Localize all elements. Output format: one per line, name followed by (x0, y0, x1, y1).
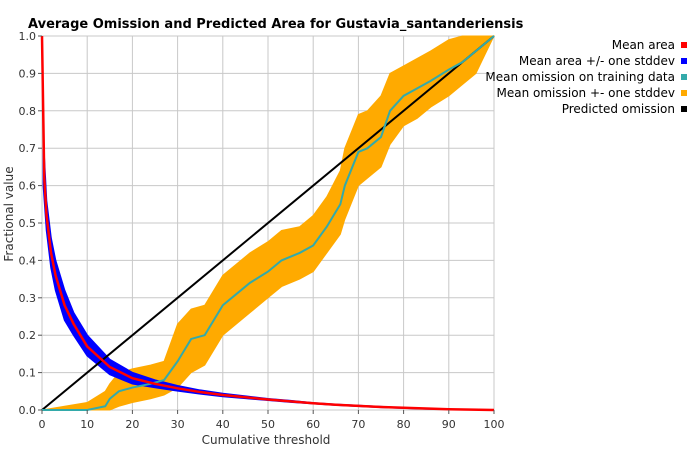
legend-swatch (681, 58, 687, 64)
y-tick-label: 0.6 (19, 180, 37, 193)
y-tick-label: 0.3 (19, 292, 37, 305)
predicted-omission-line (41, 35, 495, 411)
x-tick-label: 10 (80, 418, 94, 431)
legend-swatch (681, 106, 687, 112)
y-tick-label: 0.5 (19, 217, 37, 230)
legend-swatch (681, 42, 687, 48)
y-tick-label: 0.0 (19, 404, 37, 417)
x-tick-label: 60 (306, 418, 320, 431)
y-axis-label: Fractional value (2, 166, 16, 261)
plot-area (40, 35, 495, 412)
legend-label: Mean area (612, 38, 675, 52)
y-tick-label: 0.9 (19, 67, 37, 80)
axis-ticks: 0 10 20 30 40 50 60 70 80 90 100 0.0 0.1 0.2 0.3 0.4 0.5… (19, 30, 505, 431)
y-tick-label: 0.2 (19, 329, 37, 342)
x-tick-label: 0 (39, 418, 46, 431)
y-tick-label: 0.1 (19, 367, 37, 380)
x-tick-label: 90 (442, 418, 456, 431)
y-tick-label: 1.0 (19, 30, 37, 43)
legend-label: Mean omission on training data (485, 70, 675, 84)
chart-title: Average Omission and Predicted Area for … (28, 17, 524, 32)
y-tick-label: 0.8 (19, 105, 37, 118)
legend-swatch (681, 74, 687, 80)
x-tick-label: 80 (397, 418, 411, 431)
x-tick-label: 40 (216, 418, 230, 431)
x-tick-label: 70 (351, 418, 365, 431)
x-axis-label: Cumulative threshold (202, 433, 331, 447)
legend-swatch (681, 90, 687, 96)
y-tick-label: 0.4 (19, 254, 37, 267)
legend-label: Predicted omission (562, 102, 675, 116)
x-tick-label: 30 (171, 418, 185, 431)
x-tick-label: 50 (261, 418, 275, 431)
y-tick-label: 0.7 (19, 142, 37, 155)
mean-area-line (40, 35, 495, 412)
x-tick-label: 20 (125, 418, 139, 431)
legend-label: Mean area +/- one stddev (519, 54, 675, 68)
legend-label: Mean omission +- one stddev (497, 86, 676, 100)
x-tick-label: 100 (484, 418, 505, 431)
legend: Mean area Mean area +/- one stddev Mean om… (485, 38, 687, 116)
mean-omission-line (42, 35, 495, 411)
